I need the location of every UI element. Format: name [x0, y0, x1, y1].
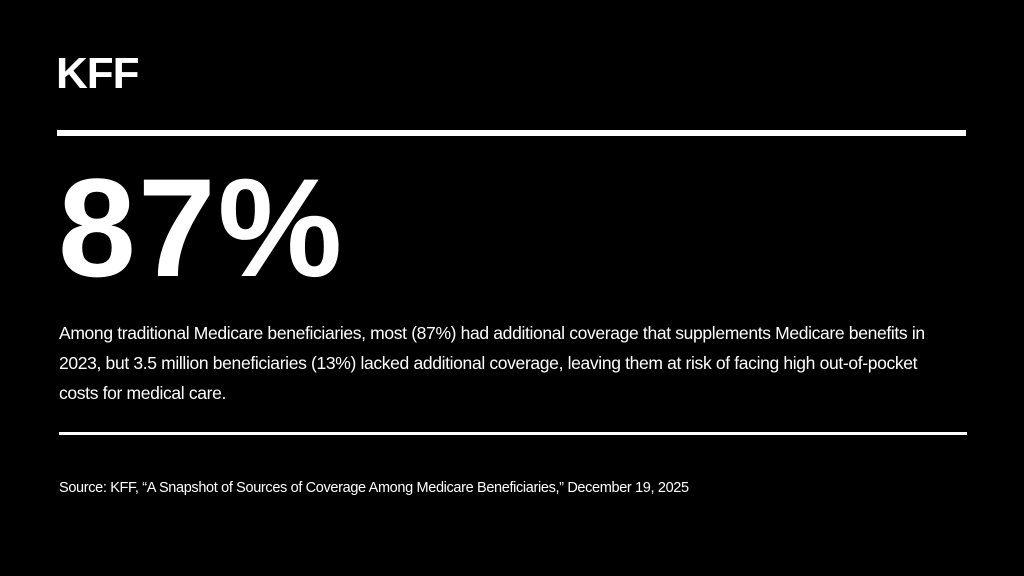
- headline-stat: 87%: [58, 149, 345, 306]
- kff-logo: KFF: [56, 49, 140, 98]
- top-divider: [57, 130, 966, 136]
- bottom-divider: [59, 432, 967, 435]
- source-citation: Source: KFF, “A Snapshot of Sources of C…: [59, 480, 689, 496]
- stat-description: Among traditional Medicare beneficiaries…: [59, 323, 925, 403]
